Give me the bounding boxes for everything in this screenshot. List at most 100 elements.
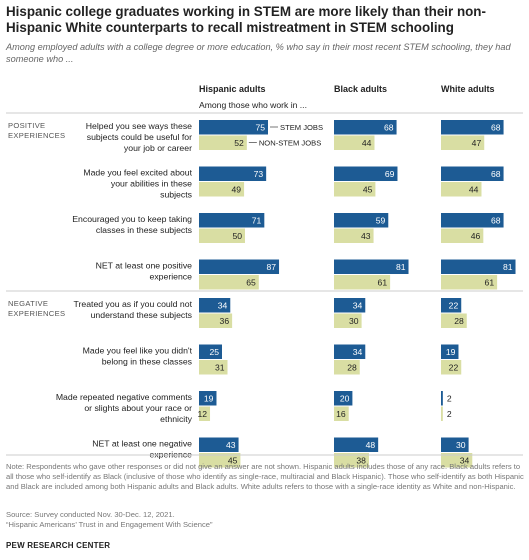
value-label-non-stem: 22 — [449, 363, 459, 373]
brand-name: PEW RESEARCH CENTER — [6, 541, 111, 550]
row-label: Made you feel excited about your abilitie… — [83, 168, 192, 200]
footer-report: “Hispanic Americans’ Trust in and Engage… — [6, 520, 213, 529]
value-label-stem: 68 — [491, 123, 501, 133]
value-label-non-stem: 36 — [220, 316, 230, 326]
value-label-stem: 25 — [209, 347, 219, 357]
value-label-stem: 68 — [491, 169, 501, 179]
value-label-non-stem: 49 — [232, 185, 242, 195]
chart-subtitle: Among employed adults with a college deg… — [6, 42, 511, 64]
value-label-stem: 73 — [254, 169, 264, 179]
chart-title: Hispanic college graduates working in ST… — [6, 4, 486, 35]
bar-non-stem — [334, 453, 369, 468]
value-label-non-stem: 44 — [362, 138, 372, 148]
value-label-non-stem: 34 — [460, 456, 470, 466]
bar-stem — [334, 437, 379, 452]
value-label-non-stem: 52 — [234, 138, 244, 148]
series-label-stem: STEM JOBS — [280, 123, 323, 132]
value-label-stem: 34 — [353, 301, 363, 311]
bar-stem — [199, 391, 217, 406]
value-label-stem: 2 — [447, 394, 452, 404]
bar-stem — [441, 213, 504, 228]
column-subheader: Among those who work in ... — [199, 100, 307, 110]
bar-non-stem — [334, 360, 360, 375]
bar-stem — [441, 437, 469, 452]
value-label-non-stem: 45 — [228, 456, 238, 466]
bar-non-stem — [441, 406, 443, 421]
value-label-non-stem: 38 — [356, 456, 366, 466]
bar-stem — [199, 120, 268, 135]
value-label-stem: 43 — [226, 440, 236, 450]
bar-non-stem — [334, 406, 349, 421]
value-label-non-stem: 28 — [347, 363, 357, 373]
bar-stem — [441, 391, 443, 406]
value-label-stem: 30 — [456, 440, 466, 450]
row-label: Made you feel like you didn't belong in t… — [83, 346, 193, 367]
bar-non-stem — [334, 275, 391, 290]
bar-stem — [441, 344, 459, 359]
value-label-stem: 71 — [252, 216, 262, 226]
footer-source: Source: Survey conducted Nov. 30-Dec. 12… — [6, 510, 175, 519]
bar-stem — [334, 166, 398, 181]
value-label-stem: 69 — [385, 169, 395, 179]
section-label: POSITIVE EXPERIENCES — [8, 121, 65, 140]
bar-non-stem — [441, 453, 473, 468]
bar-stem — [199, 166, 267, 181]
value-label-stem: 20 — [340, 394, 350, 404]
value-label-non-stem: 12 — [197, 409, 207, 419]
value-label-non-stem: 61 — [378, 278, 388, 288]
bar-non-stem — [199, 228, 245, 243]
bar-non-stem — [441, 313, 467, 328]
value-label-non-stem: 28 — [454, 316, 464, 326]
bar-stem — [199, 259, 280, 274]
value-label-non-stem: 30 — [349, 316, 359, 326]
value-label-non-stem: 47 — [472, 138, 482, 148]
bar-non-stem — [334, 228, 374, 243]
bar-non-stem — [441, 135, 485, 150]
bar-stem — [199, 298, 231, 313]
series-label-non-stem: NON-STEM JOBS — [259, 139, 321, 148]
value-label-stem: 87 — [266, 262, 276, 272]
value-label-stem: 81 — [503, 262, 513, 272]
value-label-stem: 59 — [376, 216, 386, 226]
bar-non-stem — [199, 360, 228, 375]
bar-stem — [334, 259, 409, 274]
bar-non-stem — [199, 453, 241, 468]
value-label-non-stem: 44 — [469, 185, 479, 195]
value-label-non-stem: 2 — [447, 409, 452, 419]
column-header-1: Black adults — [334, 84, 387, 94]
row-label: Made repeated negative comments or slight… — [56, 392, 193, 424]
bar-stem — [334, 120, 397, 135]
value-label-non-stem: 16 — [336, 409, 346, 419]
row-label: Treated you as if you could not understan… — [74, 299, 193, 320]
row-label: Encouraged you to keep taking classes in … — [72, 214, 192, 235]
value-label-non-stem: 45 — [363, 185, 373, 195]
bar-stem — [334, 344, 366, 359]
value-label-stem: 48 — [366, 440, 376, 450]
value-label-stem: 34 — [353, 347, 363, 357]
bar-stem — [199, 344, 222, 359]
value-label-stem: 68 — [384, 123, 394, 133]
bar-stem — [334, 213, 389, 228]
value-label-non-stem: 46 — [471, 231, 481, 241]
column-header-0: Hispanic adults — [199, 84, 266, 94]
footer-note: Note: Respondents who gave other respons… — [6, 462, 524, 491]
bar-non-stem — [199, 182, 245, 197]
value-label-stem: 75 — [255, 123, 265, 133]
value-label-non-stem: 50 — [232, 231, 242, 241]
bar-stem — [441, 120, 504, 135]
value-label-stem: 19 — [204, 394, 214, 404]
bar-non-stem — [441, 360, 462, 375]
value-label-stem: 22 — [449, 301, 459, 311]
value-label-non-stem: 31 — [215, 363, 225, 373]
value-label-stem: 81 — [396, 262, 406, 272]
bar-non-stem — [441, 275, 498, 290]
bar-non-stem — [199, 135, 247, 150]
bar-stem — [199, 213, 265, 228]
value-label-non-stem: 65 — [246, 278, 256, 288]
bar-stem — [441, 166, 504, 181]
section-label: NEGATIVE EXPERIENCES — [8, 299, 65, 318]
value-label-stem: 34 — [218, 301, 228, 311]
bar-non-stem — [334, 182, 376, 197]
bar-stem — [199, 437, 239, 452]
bar-stem — [334, 391, 353, 406]
